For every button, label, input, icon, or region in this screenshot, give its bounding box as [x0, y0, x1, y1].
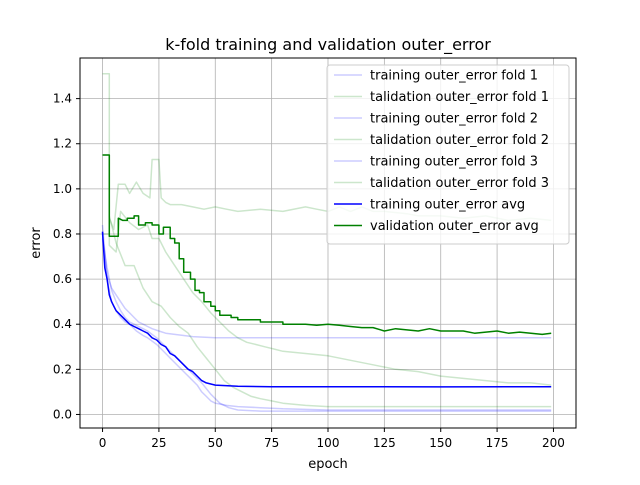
y-tick-label: 0.6 [53, 272, 72, 286]
y-axis-label: error [29, 227, 44, 259]
legend-entry-label: validation outer_error avg [370, 219, 539, 234]
x-tick-label: 75 [264, 436, 279, 450]
series-line-2 [102, 73, 552, 408]
legend-entry-label: training outer_error avg [370, 198, 525, 213]
legend-entry-label: talidation outer_error fold 2 [370, 133, 549, 148]
x-tick-label: 125 [373, 436, 396, 450]
y-tick-label: 0.8 [53, 227, 72, 241]
series-line-3 [101, 233, 552, 339]
legend-entry-label: talidation outer_error fold 1 [370, 90, 549, 105]
x-tick-label: 200 [542, 436, 565, 450]
y-tick-label: 1.2 [53, 137, 72, 151]
legend-entry-label: training outer_error fold 3 [370, 155, 538, 170]
series-line-8 [102, 154, 552, 336]
y-tick-label: 0.4 [53, 317, 72, 331]
legend-box [326, 64, 570, 245]
x-tick-label: 50 [208, 436, 223, 450]
y-tick-label: 0.0 [53, 407, 72, 421]
series-line-7 [101, 231, 552, 388]
x-tick-label: 175 [486, 436, 509, 450]
x-tick-label: 150 [429, 436, 452, 450]
legend-entry-label: training outer_error fold 2 [370, 112, 538, 127]
legend-entry-label: training outer_error fold 1 [370, 69, 538, 84]
x-tick-label: 25 [151, 436, 166, 450]
y-axis-ticks: 0.0 0.2 0.4 0.6 0.8 1.0 1.2 1.4 [53, 92, 80, 421]
x-axis-label: epoch [308, 457, 348, 472]
chart-title: k-fold training and validation outer_err… [165, 35, 491, 55]
series-line-1 [101, 224, 552, 411]
x-tick-label: 100 [317, 436, 340, 450]
x-tick-label: 0 [99, 436, 107, 450]
legend: training outer_error fold 1 talidation ou… [326, 64, 570, 245]
y-tick-label: 1.0 [53, 182, 72, 196]
x-axis-ticks: 0 25 50 75 100 125 150 175 200 [99, 428, 565, 450]
series-lines [101, 73, 552, 412]
y-tick-label: 0.2 [53, 362, 72, 376]
series-line-6 [102, 210, 552, 386]
legend-entry-label: talidation outer_error fold 3 [370, 176, 549, 191]
y-tick-label: 1.4 [53, 92, 72, 106]
